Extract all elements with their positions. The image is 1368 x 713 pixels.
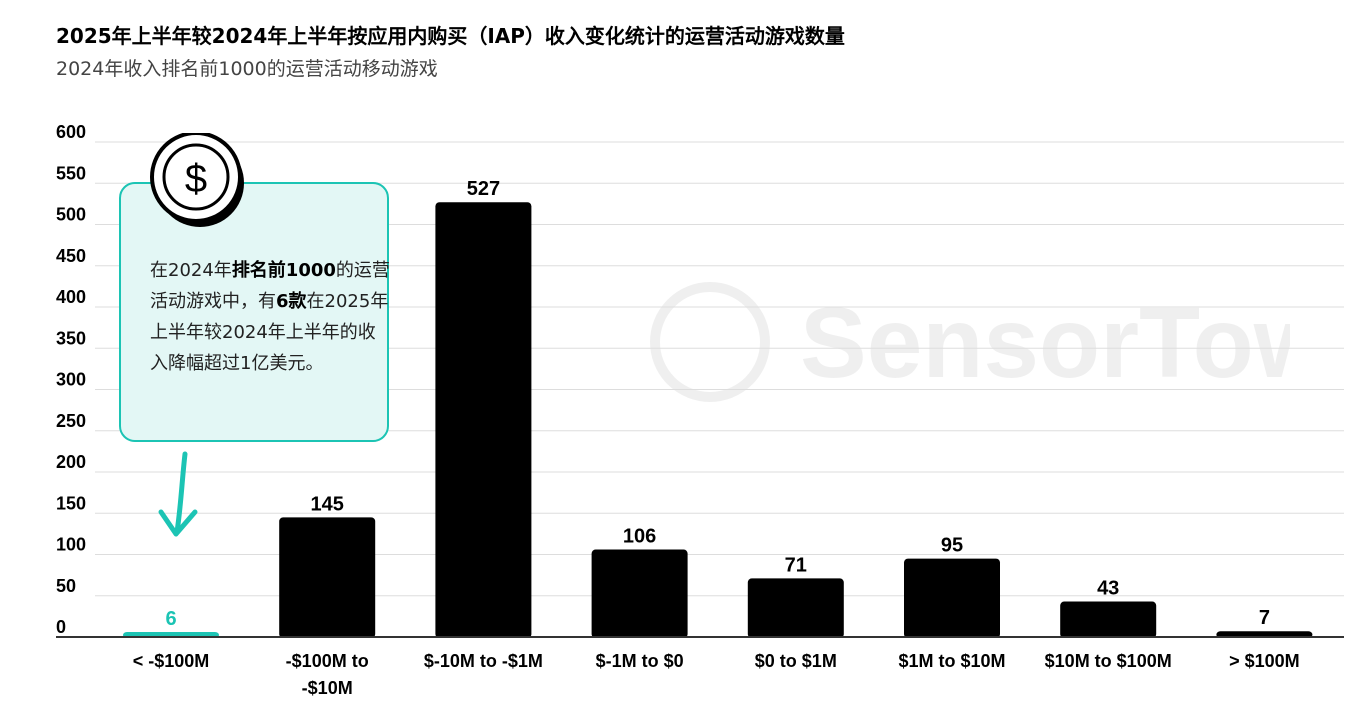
callout-box [119, 182, 389, 442]
x-category-label: < -$100M [133, 651, 210, 671]
y-tick-label: 200 [56, 452, 86, 472]
callout-text: 在2024年排名前1000的运营活动游戏中，有6款在2025年上半年较2024年… [150, 260, 390, 374]
bar-value-label: 145 [311, 493, 344, 515]
sensortower-watermark: SensorTower [650, 282, 1290, 402]
x-category-label: -$100M to [286, 651, 369, 671]
x-category-label: -$10M [302, 678, 353, 698]
y-tick-label: 100 [56, 535, 86, 555]
bar-value-label: 71 [785, 554, 807, 576]
x-category-label: $10M to $100M [1045, 651, 1172, 671]
x-category-label: $1M to $10M [898, 651, 1005, 671]
y-tick-label: 400 [56, 287, 86, 307]
x-category-label: $-1M to $0 [596, 651, 684, 671]
chart-subtitle: 2024年收入排名前1000的运营活动移动游戏 [56, 58, 438, 80]
bar [1060, 601, 1157, 638]
y-tick-label: 350 [56, 328, 86, 348]
y-tick-label: 550 [56, 163, 86, 183]
bar [747, 578, 844, 638]
x-category-label: $0 to $1M [755, 651, 837, 671]
y-tick-label: 0 [56, 617, 66, 637]
bar [435, 202, 532, 638]
y-tick-label: 50 [56, 576, 76, 596]
bar-value-label: 95 [941, 535, 963, 557]
x-category-label: > $100M [1229, 651, 1300, 671]
bar-value-label: 43 [1097, 578, 1119, 600]
bar [591, 549, 688, 638]
y-tick-label: 150 [56, 493, 86, 513]
bar-value-label: 106 [623, 526, 656, 548]
y-tick-label: 500 [56, 205, 86, 225]
y-tick-label: 600 [56, 122, 86, 142]
arrow-down-icon [158, 451, 198, 537]
svg-text:$: $ [185, 157, 207, 201]
y-tick-label: 250 [56, 411, 86, 431]
chart-title: 2025年上半年较2024年上半年按应用内购买（IAP）收入变化统计的运营活动游… [56, 24, 845, 48]
y-tick-label: 300 [56, 370, 86, 390]
watermark-logo-icon [650, 282, 770, 402]
bar-value-label: 7 [1259, 607, 1270, 629]
watermark-text: SensorTower [800, 287, 1290, 399]
bar-value-label: 527 [467, 178, 500, 200]
dollar-coin-icon: $ [150, 133, 244, 227]
bar-value-label: 6 [165, 608, 176, 630]
y-tick-label: 450 [56, 246, 86, 266]
x-category-label: $-10M to -$1M [424, 651, 543, 671]
bar [279, 517, 376, 638]
bar [904, 558, 1000, 638]
